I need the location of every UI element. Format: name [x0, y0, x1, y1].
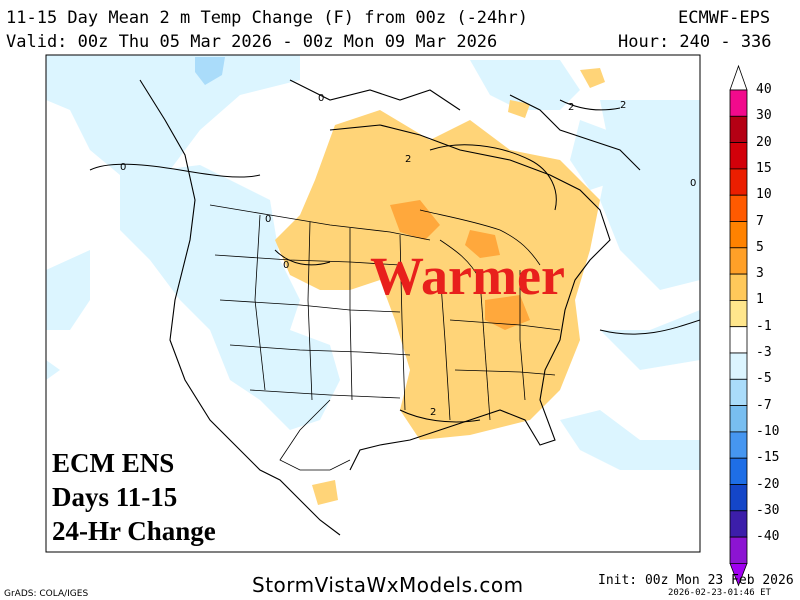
colorbar-tick-label: 40 [756, 82, 772, 97]
cool-anomaly-areas [46, 55, 700, 470]
colorbar-tick-label: -10 [756, 423, 780, 439]
colorbar-tick-label: -20 [756, 476, 780, 492]
model-name: ECMWF-EPS [678, 8, 771, 28]
political-boundaries [209, 204, 561, 471]
contour-lines [89, 99, 700, 423]
colorbar-tick-label: 5 [756, 239, 764, 255]
colorbar-tick-label: -30 [756, 502, 780, 518]
colorbar-swatch [729, 484, 748, 512]
contour-label: 2 [568, 102, 574, 113]
colorbar-swatch [729, 431, 748, 459]
colorbar-tick-label: 30 [756, 108, 772, 124]
colorbar-swatch [729, 115, 748, 144]
colorbar-swatch [729, 142, 748, 170]
colorbar-tick-label: 1 [756, 292, 764, 308]
colorbar-swatch [729, 536, 748, 564]
colorbar-tick-label: -5 [756, 371, 772, 387]
contour-label: 0 [690, 178, 696, 189]
contour-label: 0 [318, 93, 324, 104]
colorbar-swatch [729, 221, 748, 249]
warmer-annotation: Warmer [370, 246, 565, 306]
colorbar-tick-label: -40 [756, 529, 780, 545]
contour-label: 0 [283, 260, 289, 271]
coastlines [139, 79, 641, 536]
contour-label: 2 [405, 154, 411, 165]
colorbar-swatch [729, 352, 748, 380]
colorbar-tick-label: -1 [756, 318, 772, 334]
overlay-days: Days 11-15 [52, 482, 178, 512]
colorbar-tick-label: -7 [756, 397, 772, 413]
colorbar-top-arrow [729, 64, 748, 91]
colorbar-tick-label: -15 [756, 450, 780, 466]
colorbar-swatch [729, 168, 748, 196]
colorbar-swatch [729, 273, 748, 301]
contour-label: 2 [430, 407, 436, 418]
init-time: Init: 00z Mon 23 Feb 2026 [598, 573, 794, 588]
colorbar-swatch [729, 89, 748, 117]
colorbar-swatch [729, 247, 748, 275]
map-frame [45, 54, 701, 553]
colorbar-tick-label: 15 [756, 160, 772, 176]
warm-anomaly-area [275, 68, 605, 505]
valid-period: Valid: 00z Thu 05 Mar 2026 - 00z Mon 09 … [6, 32, 498, 52]
colorbar-swatch [729, 405, 748, 433]
colorbar-swatch [729, 378, 748, 406]
cool-anomaly-core [195, 57, 225, 85]
contour-label-group: 2 0 0 0 0 2 0 2 2 [120, 93, 696, 418]
contour-label: 0 [120, 162, 126, 173]
colorbar-tick-label: 20 [756, 134, 772, 150]
colorbar-swatch [729, 457, 748, 485]
colorbar [729, 64, 748, 587]
forecast-hour: Hour: 240 - 336 [618, 32, 772, 52]
contour-label: 2 [620, 100, 626, 111]
issued-time: 2026-02-23-01:46 ET [668, 588, 771, 598]
colorbar-tick-label: -3 [756, 345, 772, 360]
warm-anomaly-core [390, 200, 530, 330]
grads-credit: GrADS: COLA/IGES [4, 589, 89, 599]
map-title: 11-15 Day Mean 2 m Temp Change (F) from … [6, 8, 528, 28]
colorbar-swatch [729, 510, 748, 538]
colorbar-tick-label: 10 [756, 187, 772, 203]
colorbar-tick-label: 3 [756, 266, 764, 282]
colorbar-tick-label: 7 [756, 213, 764, 229]
site-name: StormVistaWxModels.com [252, 573, 524, 597]
overlay-model: ECM ENS [52, 448, 175, 478]
colorbar-swatch [729, 299, 748, 328]
contour-label: 0 [265, 214, 271, 225]
colorbar-swatch [729, 194, 748, 222]
overlay-change: 24-Hr Change [52, 516, 216, 546]
colorbar-bottom-arrow [729, 563, 748, 587]
colorbar-swatch [729, 326, 748, 354]
